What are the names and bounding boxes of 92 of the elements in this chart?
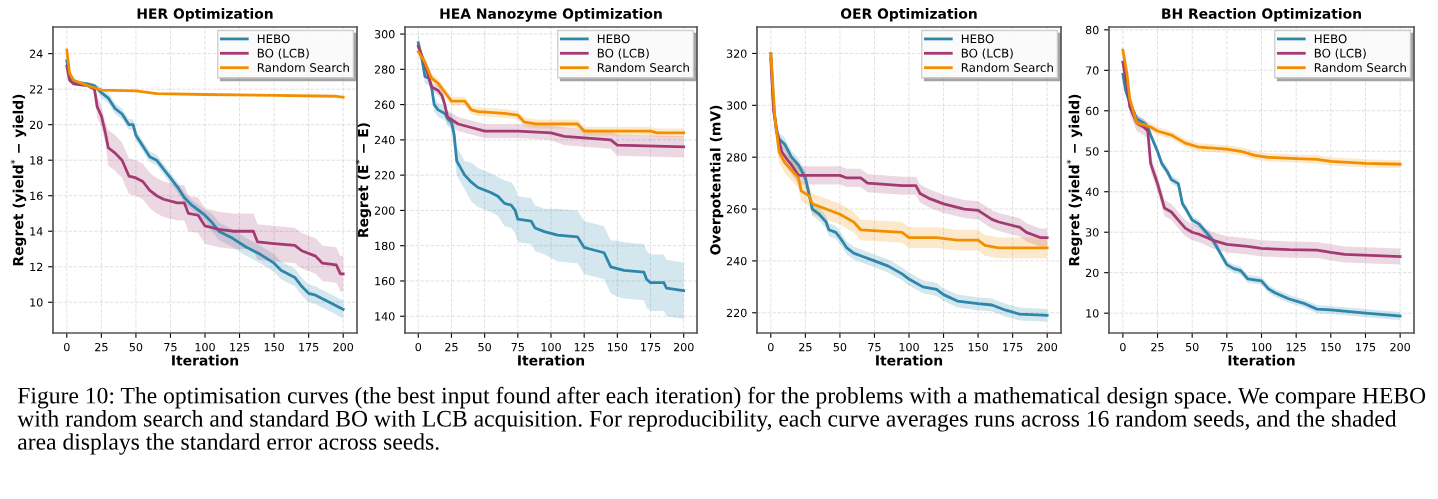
y-tick-label: 20 [29,120,43,130]
x-tick-label: 0 [1120,342,1126,352]
x-tick-label: 200 [333,342,354,352]
y-tick-label: 240 [374,135,395,145]
x-tick-label: 175 [1356,343,1376,352]
x-axis-title: Iteration [518,354,585,366]
y-tick-label: 22 [29,85,43,94]
x-tick-label: 150 [968,342,988,352]
x-tick-label: 125 [934,342,954,352]
legend-label: HEBO [257,34,290,44]
x-tick-label: 25 [95,342,108,352]
y-tick-label: 14 [30,227,43,236]
y-axis-title: Regret (E$^{*}$ − E) [355,123,372,237]
x-tick-label: 175 [299,343,319,352]
x-tick-label: 50 [1185,342,1199,352]
x-tick-label: 100 [899,342,919,352]
x-tick-label: 0 [415,342,422,352]
y-tick-label: 80 [1085,25,1099,35]
y-tick-label: 10 [1086,309,1099,318]
y-axis-title: Overpotential (mV) [709,105,724,255]
x-tick-label: 0 [768,342,774,352]
y-tick-label: 50 [1086,147,1099,156]
x-tick-label: 25 [1151,342,1164,352]
y-tick-label: 300 [374,30,395,39]
x-tick-label: 175 [1003,343,1023,352]
x-tick-label: 175 [641,343,661,352]
x-tick-label: 25 [445,342,458,352]
legend-label: Random Search [961,62,1053,72]
y-tick-label: 10 [30,298,43,307]
legend-label: Random Search [1314,62,1406,72]
x-axis-title: Iteration [172,354,239,366]
x-tick-label: 75 [1220,343,1233,352]
y-tick-label: 300 [726,101,747,110]
y-tick-label: 240 [726,256,747,266]
y-tick-label: 18 [30,156,43,165]
x-tick-label: 200 [1037,342,1058,352]
y-tick-label: 320 [726,49,747,58]
x-tick-label: 100 [195,342,215,352]
y-tick-label: 220 [726,308,747,318]
x-tick-label: 25 [799,342,812,352]
x-axis-title: Iteration [1228,354,1295,366]
legend-label: Random Search [257,62,349,72]
x-tick-label: 100 [541,342,561,352]
x-tick-label: 150 [1321,342,1341,352]
x-tick-label: 75 [511,343,524,352]
x-tick-label: 200 [1390,342,1410,352]
chart-title: HEA Nanozyme Optimization [440,8,662,22]
y-axis-title: Regret (yield$^{*}$ − yield) [10,94,27,266]
y-tick-label: 70 [1086,66,1099,75]
x-tick-label: 75 [164,343,177,352]
legend-label: HEBO [597,34,630,44]
y-tick-label: 160 [375,276,395,286]
x-tick-label: 100 [1252,342,1272,352]
y-axis-title: Regret (yield$^{*}$ − yield) [1066,94,1083,266]
y-tick-label: 260 [374,100,395,109]
x-tick-label: 200 [673,342,694,352]
y-tick-label: 16 [30,191,43,201]
legend-label: BO (LCB) [961,48,1013,59]
y-tick-label: 220 [374,171,395,180]
y-tick-label: 24 [29,49,43,58]
x-axis-title: Iteration [876,354,943,366]
y-tick-label: 180 [375,241,395,251]
legend-label: HEBO [1314,34,1347,44]
y-tick-label: 280 [726,153,747,162]
y-tick-label: 200 [374,206,395,215]
x-tick-label: 0 [64,342,70,352]
y-tick-label: 12 [30,262,43,271]
x-tick-label: 50 [129,342,143,352]
legend-label: HEBO [961,34,994,44]
y-tick-label: 280 [374,65,395,74]
y-tick-label: 260 [726,205,747,214]
chart-title: OER Optimization [840,8,977,22]
y-tick-label: 30 [1085,228,1099,237]
caption: Figure 10: The optimisation curves (the best input found after each iteration) for the problems with a mathematical design space. We compare HEBO with random search and standard BO with LCB acquisition. For reproducibility, each curve averages runs across 16 random seeds, and the shaded area displays the standard error across seeds. [17,386,1426,455]
y-tick-label: 60 [1085,106,1099,116]
chart-title: HER Optimization [137,8,273,22]
x-tick-label: 75 [868,343,881,352]
legend-label: BO (LCB) [1314,48,1366,59]
y-tick-label: 140 [375,312,395,321]
chart-title: BH Reaction Optimization [1162,8,1361,22]
legend-label: BO (LCB) [597,48,649,59]
legend-label: BO (LCB) [257,48,309,59]
x-tick-label: 50 [478,342,491,352]
y-tick-label: 40 [1085,187,1099,197]
x-tick-label: 50 [833,342,847,352]
x-tick-label: 125 [574,342,594,352]
legend-label: Random Search [597,62,689,72]
x-tick-label: 150 [264,342,284,352]
y-tick-label: 20 [1085,268,1099,278]
x-tick-label: 125 [230,342,250,352]
x-tick-label: 150 [607,342,628,352]
x-tick-label: 125 [1286,342,1306,352]
